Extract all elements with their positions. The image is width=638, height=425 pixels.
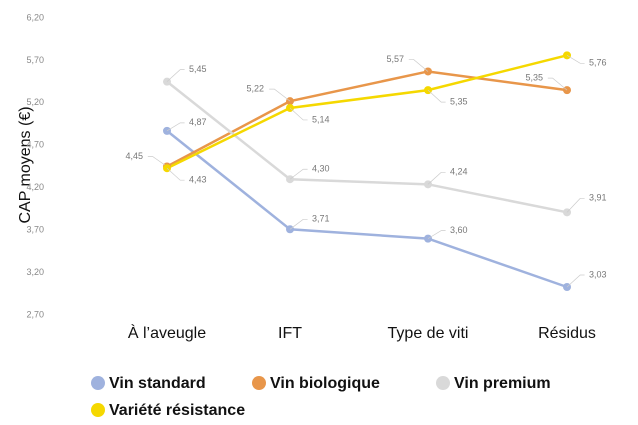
data-label: 5,76 [589, 58, 607, 68]
data-label: 5,45 [189, 64, 207, 74]
x-tick-label: Résidus [538, 325, 596, 342]
legend-swatch [436, 376, 450, 390]
series-line [166, 54, 568, 170]
series-line [166, 70, 568, 168]
leader-line [147, 156, 168, 167]
data-label: 4,45 [125, 151, 143, 161]
data-label: 5,35 [525, 73, 543, 83]
legend-label: Vin premium [454, 375, 551, 392]
x-tick-label: IFT [278, 325, 302, 342]
leader-line [547, 77, 568, 91]
y-tick-label: 2,70 [26, 309, 44, 319]
leader-line [289, 107, 308, 121]
leader-line [166, 69, 185, 82]
leader-line [566, 55, 585, 64]
data-label: 5,57 [386, 54, 404, 64]
data-label: 4,87 [189, 117, 207, 127]
y-tick-label: 3,70 [26, 225, 44, 235]
legend-label: Variété résistance [109, 402, 245, 419]
leader-line [566, 197, 585, 213]
series-line [166, 80, 568, 214]
leader-line [566, 274, 585, 288]
data-label: 4,30 [312, 164, 330, 174]
y-tick-label: 6,20 [26, 12, 44, 22]
x-tick-label: À l’aveugle [128, 323, 206, 342]
data-label: 4,43 [189, 175, 207, 185]
legend-swatch [91, 376, 105, 390]
legend-label: Vin biologique [270, 375, 380, 392]
y-axis-label: CAP moyens (€) [17, 106, 34, 223]
data-label: 3,71 [312, 214, 330, 224]
leader-line [166, 167, 185, 181]
legend-label: Vin standard [109, 375, 206, 392]
leader-line [408, 59, 429, 72]
leader-line [269, 88, 291, 102]
data-label: 5,14 [312, 114, 330, 124]
leader-line [427, 171, 446, 185]
y-tick-label: 4,20 [26, 182, 44, 192]
leader-line [427, 89, 446, 103]
y-tick-label: 5,70 [26, 55, 44, 65]
data-label: 4,24 [450, 167, 468, 177]
data-label: 5,35 [450, 97, 468, 107]
y-tick-label: 3,20 [26, 267, 44, 277]
legend-swatch [91, 403, 105, 417]
x-tick-label: Type de viti [388, 325, 469, 342]
leader-line [289, 218, 308, 230]
data-label: 5,22 [246, 84, 264, 94]
leader-line [427, 230, 446, 239]
series-line [166, 129, 568, 289]
leader-line [289, 168, 308, 180]
data-label: 3,03 [589, 269, 607, 279]
y-tick-label: 5,20 [26, 97, 44, 107]
leader-line [166, 122, 185, 132]
y-tick-label: 4,70 [26, 140, 44, 150]
data-label: 3,60 [450, 225, 468, 235]
legend-swatch [252, 376, 266, 390]
data-label: 3,91 [589, 193, 607, 203]
